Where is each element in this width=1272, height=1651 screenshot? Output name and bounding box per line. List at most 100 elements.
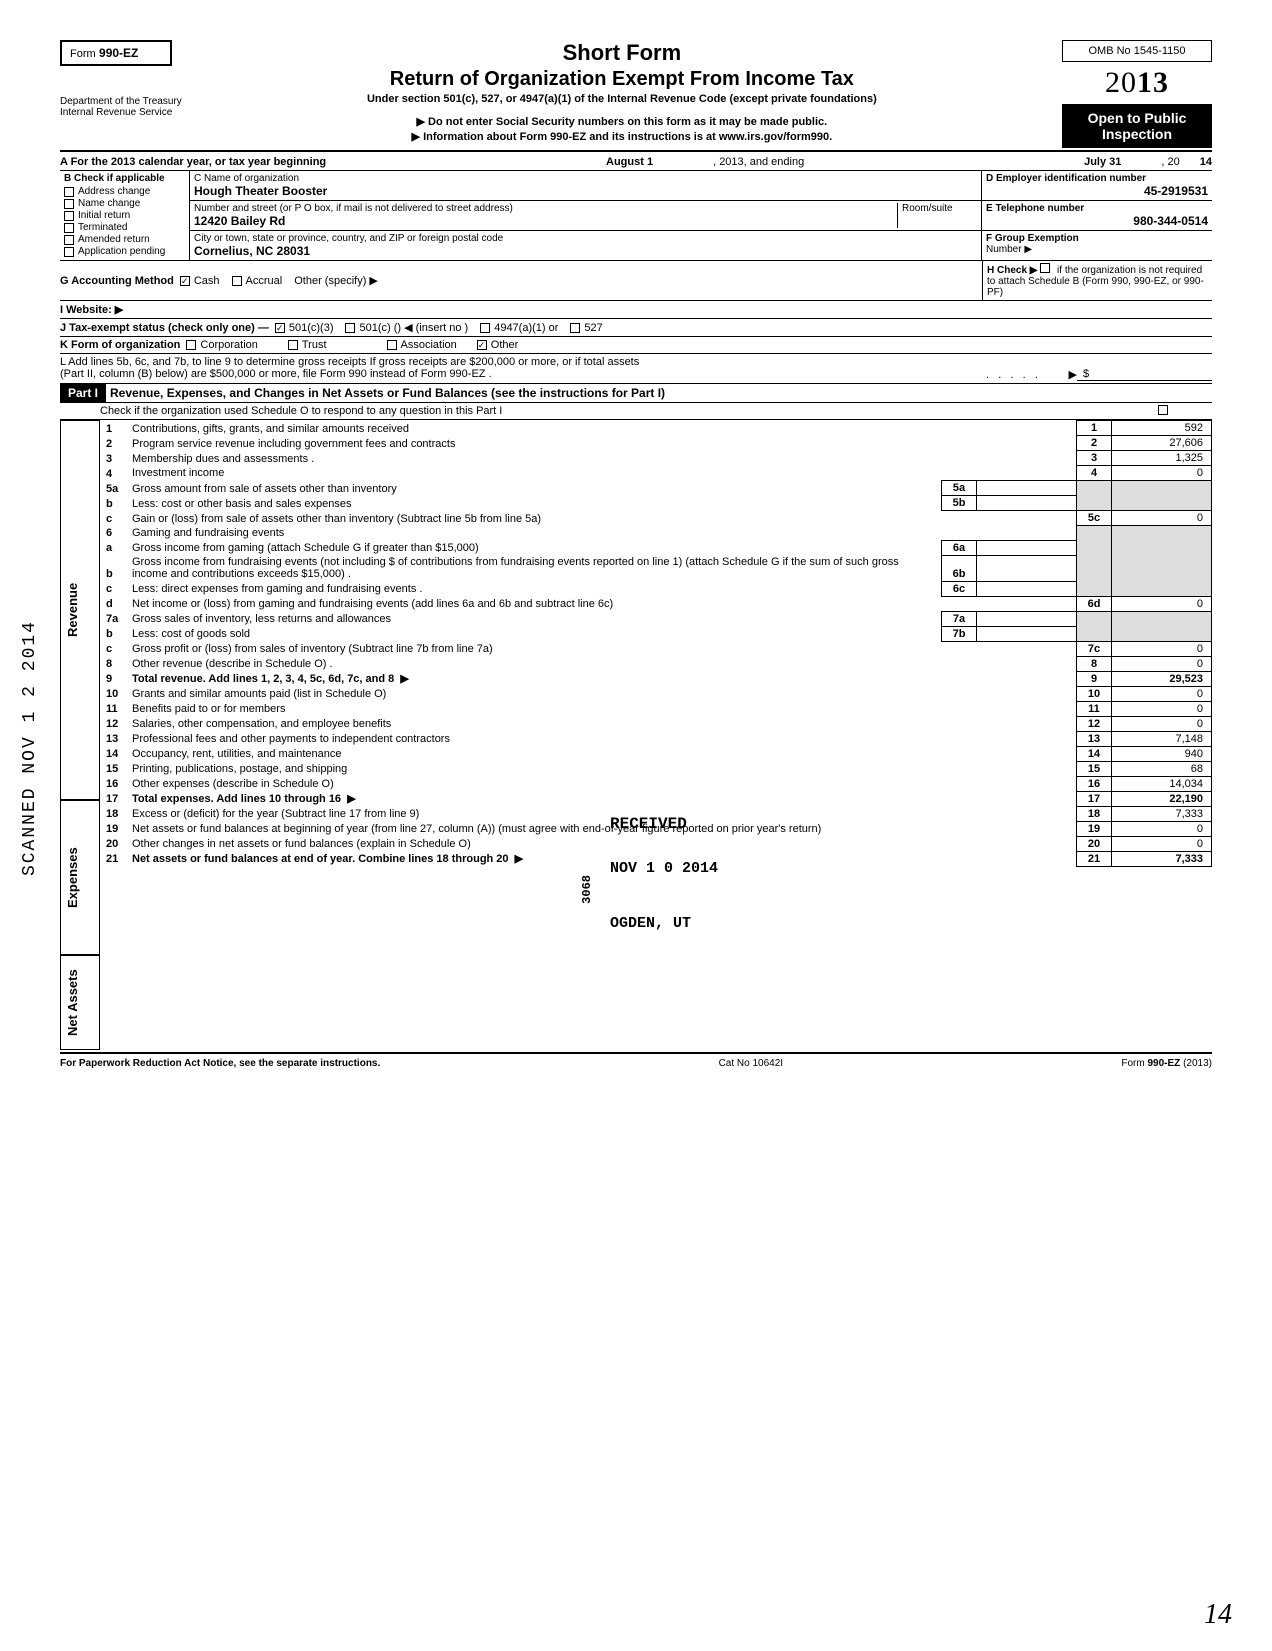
row-i: I Website: ▶: [60, 301, 1212, 319]
dept-treasury: Department of the Treasury: [60, 96, 182, 107]
room-label: Room/suite: [902, 203, 977, 214]
form-number-box: Form 990-EZ: [60, 40, 172, 66]
side-labels: Revenue Expenses Net Assets: [60, 420, 100, 1050]
line-15: 15Printing, publications, postage, and s…: [100, 761, 1212, 776]
line-7a: 7aGross sales of inventory, less returns…: [100, 611, 1212, 626]
check-app-pending[interactable]: Application pending: [64, 246, 185, 257]
line-10: 10Grants and similar amounts paid (list …: [100, 686, 1212, 701]
line-8: 8Other revenue (describe in Schedule O) …: [100, 656, 1212, 671]
received-city: OGDEN, UT: [610, 915, 691, 932]
stamp-code: 3068: [580, 875, 594, 904]
check-name-change[interactable]: Name change: [64, 198, 185, 209]
line-3: 3Membership dues and assessments .31,325: [100, 451, 1212, 466]
expenses-label: Expenses: [60, 800, 100, 955]
dept-irs: Internal Revenue Service: [60, 107, 182, 118]
footer-cat: Cat No 10642I: [719, 1058, 784, 1069]
open-to-public: Open to PublicInspection: [1062, 104, 1212, 148]
check-other-org[interactable]: [477, 340, 487, 350]
line-1: 1Contributions, gifts, grants, and simil…: [100, 421, 1212, 436]
check-501c[interactable]: [345, 323, 355, 333]
check-assoc[interactable]: [387, 340, 397, 350]
check-amended[interactable]: Amended return: [64, 234, 185, 245]
city-value: Cornelius, NC 28031: [194, 244, 977, 258]
line-17: 17Total expenses. Add lines 10 through 1…: [100, 791, 1212, 806]
line-13: 13Professional fees and other payments t…: [100, 731, 1212, 746]
line-6d: dNet income or (loss) from gaming and fu…: [100, 596, 1212, 611]
part-1-header: Part I Revenue, Expenses, and Changes in…: [60, 384, 1212, 403]
row-l: L Add lines 5b, 6c, and 7b, to line 9 to…: [60, 354, 1212, 384]
part-1-body: Revenue Expenses Net Assets 1Contributio…: [60, 420, 1212, 1050]
line-6a: aGross income from gaming (attach Schedu…: [100, 540, 1212, 555]
footer-left: For Paperwork Reduction Act Notice, see …: [60, 1058, 380, 1069]
line-9: 9Total revenue. Add lines 1, 2, 3, 4, 5c…: [100, 671, 1212, 686]
row-a-tax-year: A For the 2013 calendar year, or tax yea…: [60, 154, 1212, 171]
line-5b: bLess: cost or other basis and sales exp…: [100, 496, 1212, 511]
line-16: 16Other expenses (describe in Schedule O…: [100, 776, 1212, 791]
form-header: Form 990-EZ Department of the Treasury I…: [60, 40, 1212, 148]
org-name-label: C Name of organization: [194, 173, 977, 184]
page-footer: For Paperwork Reduction Act Notice, see …: [60, 1058, 1212, 1069]
row-k: K Form of organization Corporation Trust…: [60, 337, 1212, 354]
street-label: Number and street (or P O box, if mail i…: [194, 203, 897, 214]
line-11: 11Benefits paid to or for members110: [100, 701, 1212, 716]
check-initial-return[interactable]: Initial return: [64, 210, 185, 221]
main-title: Return of Organization Exempt From Incom…: [182, 68, 1062, 91]
short-form-title: Short Form: [182, 40, 1062, 66]
ein-value: 45-2919531: [986, 184, 1208, 198]
section-def: D Employer identification number 45-2919…: [982, 171, 1212, 260]
check-cash[interactable]: [180, 276, 190, 286]
phone-label: E Telephone number: [986, 203, 1208, 214]
part-1-check: Check if the organization used Schedule …: [60, 403, 1212, 420]
line-7b: bLess: cost of goods sold7b: [100, 626, 1212, 641]
line-12: 12Salaries, other compensation, and empl…: [100, 716, 1212, 731]
line-14: 14Occupancy, rent, utilities, and mainte…: [100, 746, 1212, 761]
tax-year: 2013: [1062, 66, 1212, 100]
ein-label: D Employer identification number: [986, 173, 1208, 184]
group-exempt-label: F Group Exemption: [986, 233, 1208, 244]
street-value: 12420 Bailey Rd: [194, 214, 897, 228]
line-5a: 5aGross amount from sale of assets other…: [100, 481, 1212, 496]
scanned-stamp: SCANNED NOV 1 2 2014: [20, 620, 40, 876]
line-5c: cGain or (loss) from sale of assets othe…: [100, 511, 1212, 526]
line-20: 20Other changes in net assets or fund ba…: [100, 836, 1212, 851]
lines-table: 1Contributions, gifts, grants, and simil…: [100, 420, 1212, 867]
handwritten-page-num: 14: [1204, 1599, 1232, 1631]
check-schedule-b[interactable]: [1040, 263, 1050, 273]
footer-right: Form 990-EZ (2013): [1121, 1058, 1212, 1069]
row-h: H Check ▶ if the organization is not req…: [982, 261, 1212, 300]
check-trust[interactable]: [288, 340, 298, 350]
line-7c: cGross profit or (loss) from sales of in…: [100, 641, 1212, 656]
received-stamp: RECEIVED: [610, 815, 687, 833]
row-g: G Accounting Method Cash Accrual Other (…: [60, 261, 982, 300]
group-exempt-number: Number ▶: [986, 244, 1208, 255]
line-4: 4Investment income40: [100, 466, 1212, 481]
part-1-title: Revenue, Expenses, and Changes in Net As…: [106, 384, 669, 402]
form-label: Form: [70, 48, 96, 60]
received-date: NOV 1 0 2014: [610, 860, 718, 877]
section-b: B Check if applicable Address change Nam…: [60, 171, 190, 260]
phone-value: 980-344-0514: [986, 214, 1208, 228]
line-2: 2Program service revenue including gover…: [100, 436, 1212, 451]
info-link: Information about Form 990-EZ and its in…: [182, 130, 1062, 143]
check-accrual[interactable]: [232, 276, 242, 286]
org-name: Hough Theater Booster: [194, 184, 977, 198]
section-c: C Name of organization Hough Theater Boo…: [190, 171, 982, 260]
ssn-warning: Do not enter Social Security numbers on …: [182, 115, 1062, 128]
check-527[interactable]: [570, 323, 580, 333]
line-6: 6Gaming and fundraising events: [100, 526, 1212, 541]
form-number: 990-EZ: [99, 46, 138, 60]
section-bcd: B Check if applicable Address change Nam…: [60, 171, 1212, 261]
check-501c3[interactable]: [275, 323, 285, 333]
part-1-label: Part I: [60, 384, 106, 402]
check-schedule-o[interactable]: [1158, 405, 1168, 415]
check-4947[interactable]: [480, 323, 490, 333]
title-box: Short Form Return of Organization Exempt…: [182, 40, 1062, 145]
netassets-label: Net Assets: [60, 955, 100, 1050]
line-6c: cLess: direct expenses from gaming and f…: [100, 581, 1212, 596]
check-corp[interactable]: [186, 340, 196, 350]
omb-number: OMB No 1545-1150: [1062, 40, 1212, 62]
check-address-change[interactable]: Address change: [64, 186, 185, 197]
line-6b: bGross income from fundraising events (n…: [100, 555, 1212, 581]
check-terminated[interactable]: Terminated: [64, 222, 185, 233]
revenue-label: Revenue: [60, 420, 100, 800]
